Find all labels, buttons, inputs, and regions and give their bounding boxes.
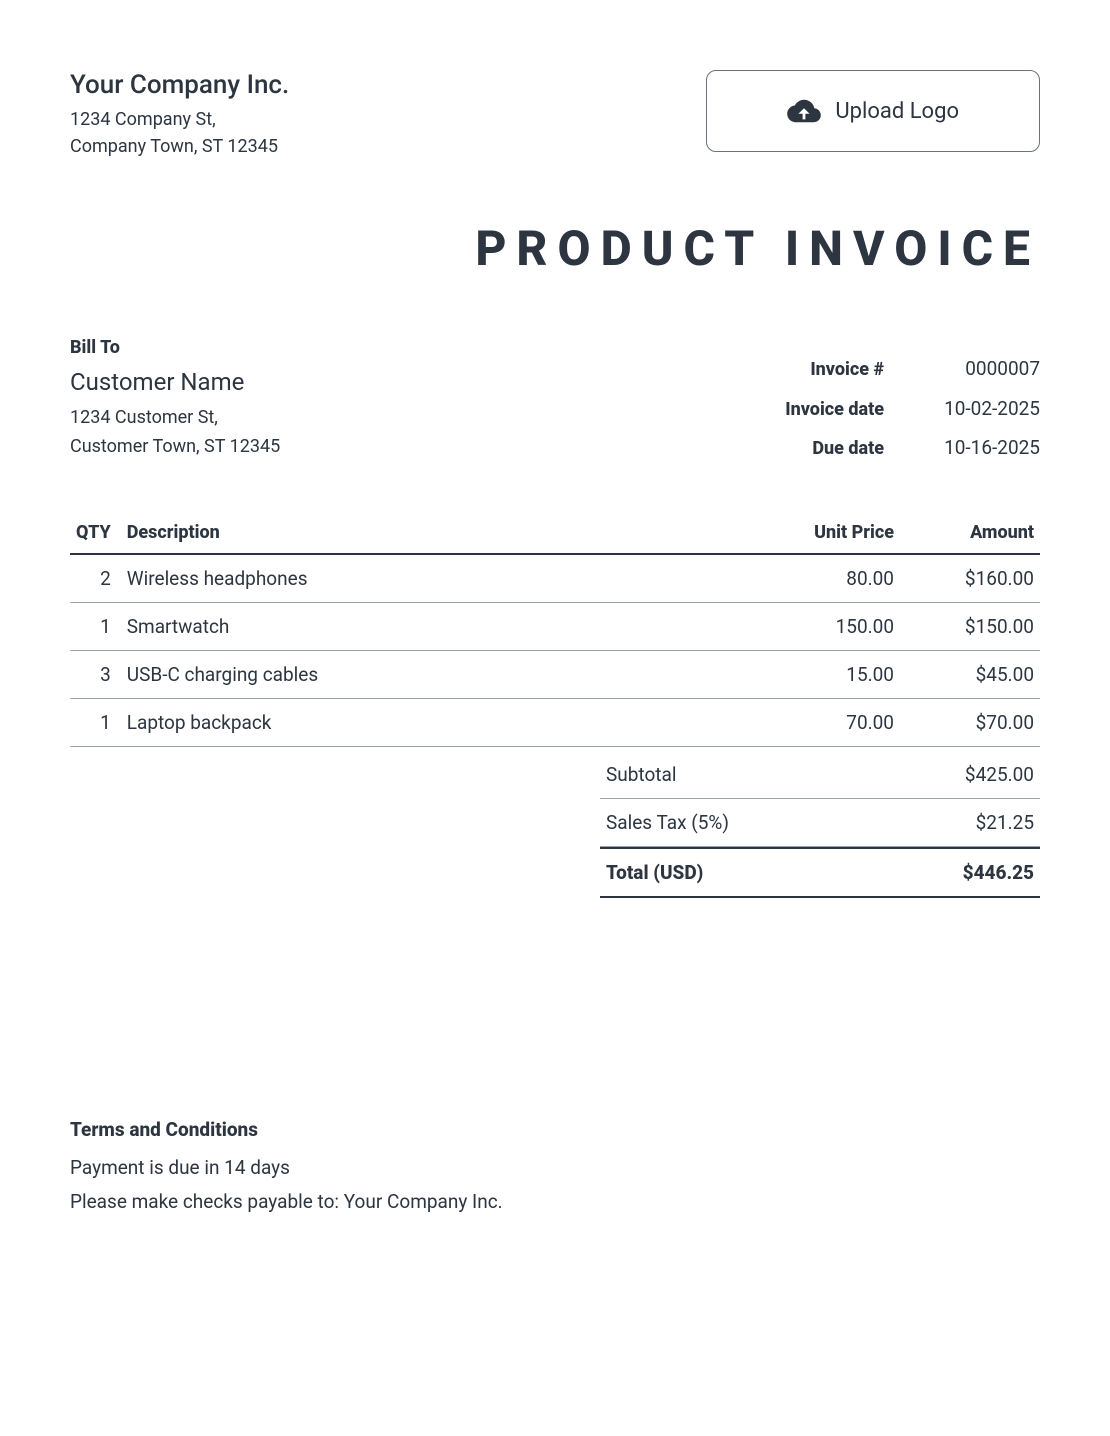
invoice-date-value: 10-02-2025: [944, 397, 1040, 420]
company-name: Your Company Inc.: [70, 70, 289, 100]
bill-to-block: Bill To Customer Name 1234 Customer St, …: [70, 337, 280, 462]
cell-qty: 3: [70, 650, 121, 698]
company-address-line1: 1234 Company St,: [70, 106, 289, 133]
cell-unit-price: 15.00: [720, 650, 900, 698]
customer-address-line2: Customer Town, ST 12345: [70, 433, 280, 462]
totals-block: Subtotal $425.00 Sales Tax (5%) $21.25 T…: [600, 751, 1040, 898]
meta-row: Bill To Customer Name 1234 Customer St, …: [70, 337, 1040, 462]
document-title: PRODUCT INVOICE: [70, 220, 1040, 277]
table-header-row: QTY Description Unit Price Amount: [70, 512, 1040, 554]
terms-line-1: Payment is due in 14 days: [70, 1151, 1040, 1185]
total-value: $446.25: [963, 861, 1034, 884]
invoice-number-label: Invoice #: [785, 359, 884, 380]
terms-heading: Terms and Conditions: [70, 1118, 1040, 1141]
cell-unit-price: 80.00: [720, 554, 900, 603]
company-address: 1234 Company St, Company Town, ST 12345: [70, 106, 289, 160]
tax-label: Sales Tax (5%): [606, 811, 729, 834]
cell-description: Laptop backpack: [121, 698, 720, 746]
cell-amount: $45.00: [900, 650, 1040, 698]
company-address-line2: Company Town, ST 12345: [70, 133, 289, 160]
invoice-number-value: 0000007: [944, 357, 1040, 380]
tax-row: Sales Tax (5%) $21.25: [600, 799, 1040, 847]
cell-description: USB-C charging cables: [121, 650, 720, 698]
line-items-table: QTY Description Unit Price Amount 2Wirel…: [70, 512, 1040, 747]
cloud-upload-icon: [787, 97, 821, 125]
cell-amount: $150.00: [900, 602, 1040, 650]
table-row: 1Laptop backpack70.00$70.00: [70, 698, 1040, 746]
upload-logo-button[interactable]: Upload Logo: [706, 70, 1040, 152]
terms-line-2: Please make checks payable to: Your Comp…: [70, 1185, 1040, 1219]
table-row: 1Smartwatch150.00$150.00: [70, 602, 1040, 650]
subtotal-row: Subtotal $425.00: [600, 751, 1040, 799]
tax-value: $21.25: [976, 811, 1034, 834]
col-amount: Amount: [900, 512, 1040, 554]
customer-name: Customer Name: [70, 368, 280, 396]
terms-block: Terms and Conditions Payment is due in 1…: [70, 1118, 1040, 1219]
upload-logo-label: Upload Logo: [835, 99, 959, 124]
col-unit-price: Unit Price: [720, 512, 900, 554]
bill-to-heading: Bill To: [70, 337, 280, 358]
customer-address: 1234 Customer St, Customer Town, ST 1234…: [70, 404, 280, 462]
customer-address-line1: 1234 Customer St,: [70, 404, 280, 433]
company-block: Your Company Inc. 1234 Company St, Compa…: [70, 70, 289, 160]
due-date-value: 10-16-2025: [944, 436, 1040, 459]
cell-qty: 1: [70, 602, 121, 650]
invoice-date-label: Invoice date: [785, 399, 884, 420]
due-date-label: Due date: [785, 438, 884, 459]
subtotal-value: $425.00: [965, 763, 1034, 786]
subtotal-label: Subtotal: [606, 763, 676, 786]
cell-qty: 1: [70, 698, 121, 746]
cell-unit-price: 70.00: [720, 698, 900, 746]
table-row: 2Wireless headphones80.00$160.00: [70, 554, 1040, 603]
total-label: Total (USD): [606, 861, 703, 884]
invoice-meta: Invoice # 0000007 Invoice date 10-02-202…: [785, 337, 1040, 462]
cell-amount: $160.00: [900, 554, 1040, 603]
cell-qty: 2: [70, 554, 121, 603]
total-row: Total (USD) $446.25: [600, 847, 1040, 898]
col-qty: QTY: [70, 512, 121, 554]
header: Your Company Inc. 1234 Company St, Compa…: [70, 70, 1040, 160]
col-description: Description: [121, 512, 720, 554]
cell-description: Wireless headphones: [121, 554, 720, 603]
table-row: 3USB-C charging cables15.00$45.00: [70, 650, 1040, 698]
cell-amount: $70.00: [900, 698, 1040, 746]
cell-description: Smartwatch: [121, 602, 720, 650]
cell-unit-price: 150.00: [720, 602, 900, 650]
